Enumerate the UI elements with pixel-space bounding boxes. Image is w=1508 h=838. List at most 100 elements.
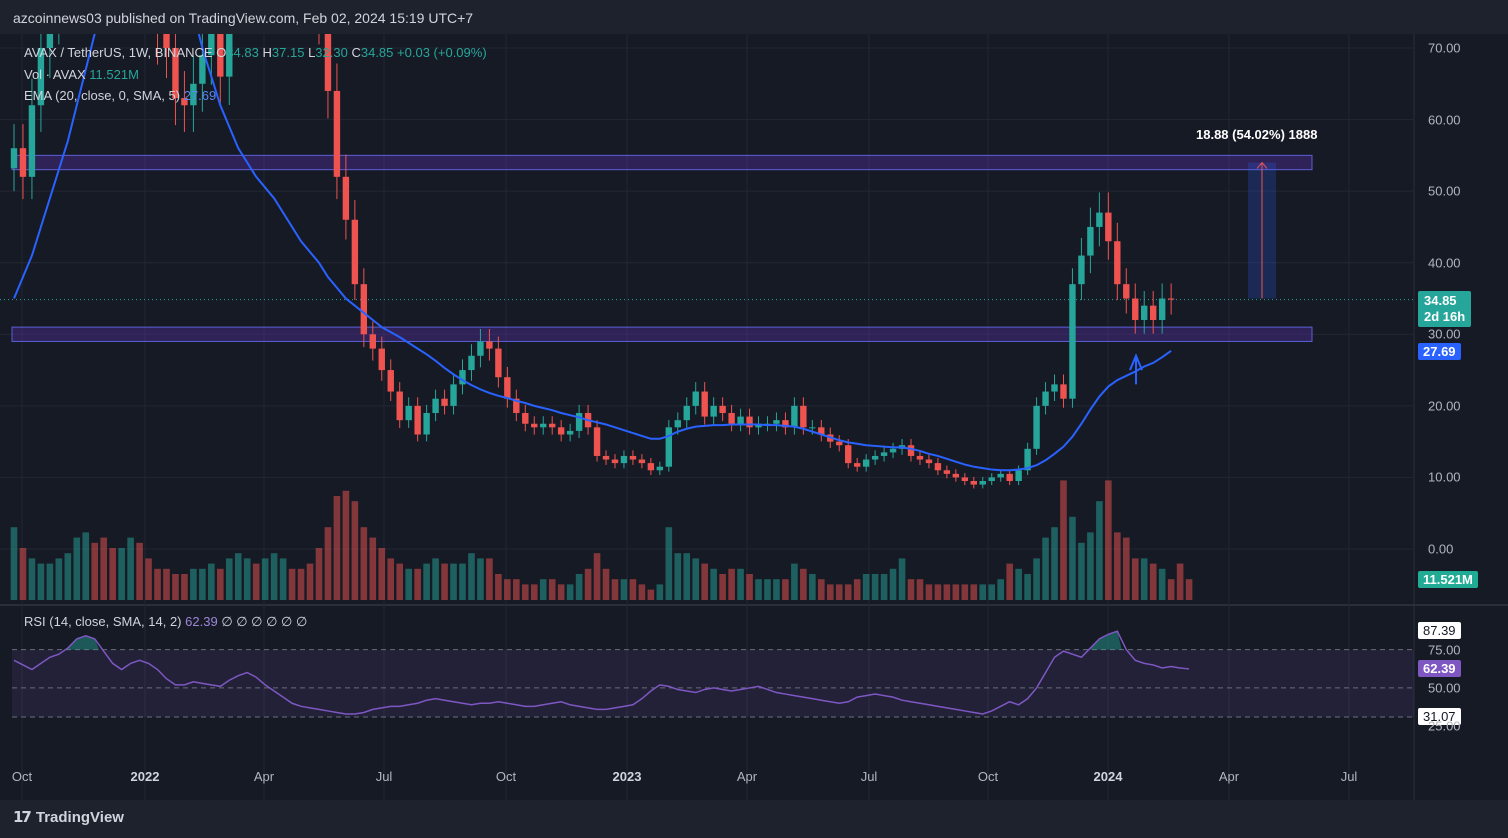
candle-body xyxy=(1114,241,1121,285)
candle-body xyxy=(853,463,861,467)
candle-body xyxy=(217,34,224,77)
volume-bar xyxy=(665,527,673,600)
volume-bar xyxy=(719,574,726,600)
time-tick-label: 2024 xyxy=(1093,769,1123,784)
candle-body xyxy=(1060,384,1067,399)
candle-body xyxy=(396,391,403,421)
volume-bar xyxy=(979,584,987,600)
rsi-tick-label: 25.00 xyxy=(1428,718,1461,734)
candle-body xyxy=(755,423,762,428)
candle-body xyxy=(719,405,726,414)
volume-bar xyxy=(737,568,744,600)
price-tick-label: 50.00 xyxy=(1428,183,1461,199)
volume-bar xyxy=(710,568,717,600)
candle-body xyxy=(862,459,870,467)
volume-bar xyxy=(584,568,592,600)
legend-c-value: 34.85 xyxy=(360,45,394,60)
time-tick-label: 2022 xyxy=(130,769,160,784)
candle-body xyxy=(647,463,655,471)
publisher-line: azcoinnews03 published on TradingView.co… xyxy=(13,10,474,26)
price-tag-countdown: 2d 16h xyxy=(1424,309,1466,324)
time-tick-label: Jul xyxy=(1340,769,1358,784)
volume-bar xyxy=(441,563,448,600)
candle-body xyxy=(199,55,206,84)
ema-line xyxy=(13,34,1172,472)
candle-body xyxy=(163,34,170,48)
rsi-tick-label: 50.00 xyxy=(1428,680,1461,696)
candle-body xyxy=(925,459,933,464)
volume-bar xyxy=(217,568,224,600)
volume-bar xyxy=(504,579,511,600)
measure-label: 18.88 (54.02%) 1888 xyxy=(1196,127,1318,142)
volume-bar xyxy=(279,558,287,600)
candle-body xyxy=(746,416,753,428)
candle-body xyxy=(1105,212,1112,242)
candle-body xyxy=(728,413,735,424)
volume-bar xyxy=(405,568,412,600)
candle-body xyxy=(190,83,197,106)
candle-body xyxy=(889,448,897,453)
candle-body xyxy=(1042,391,1049,406)
volume-bar xyxy=(1078,542,1085,600)
candle-body xyxy=(495,348,502,378)
volume-bar xyxy=(755,579,762,600)
candle-body xyxy=(611,459,619,464)
candle-body xyxy=(1149,305,1157,320)
volume-bar xyxy=(1131,558,1139,600)
volume-bar xyxy=(611,579,619,600)
legend-l-label: L xyxy=(308,45,316,60)
legend-rsi-extra: ∅ ∅ ∅ ∅ ∅ ∅ xyxy=(221,614,308,629)
volume-bar xyxy=(172,574,179,600)
ema-tag: 27.69 xyxy=(1418,343,1461,360)
volume-bar xyxy=(495,574,502,600)
rsi-tick-label: 75.00 xyxy=(1428,642,1461,658)
candle-body xyxy=(916,455,924,460)
rsi-band xyxy=(12,649,1414,717)
volume-bar xyxy=(728,568,735,600)
volume-bar xyxy=(835,584,843,600)
volume-bar xyxy=(477,558,484,600)
volume-bar xyxy=(243,558,251,600)
volume-bar xyxy=(1105,480,1112,600)
volume-bar xyxy=(656,584,664,600)
volume-bar xyxy=(844,584,852,600)
tradingview-logo[interactable]: 17 TradingView xyxy=(13,808,124,826)
legend-volume-value: 11.521M xyxy=(89,67,139,82)
candle-body xyxy=(934,463,942,471)
tradingview-logo-text: TradingView xyxy=(35,809,124,826)
rsi-tick-label: 62.39 xyxy=(1418,659,1461,677)
volume-bar xyxy=(557,584,565,600)
volume-bar xyxy=(100,537,107,600)
volume-bar xyxy=(127,537,134,600)
candle-body xyxy=(1051,384,1058,392)
volume-bar xyxy=(37,563,45,600)
volume-bar xyxy=(800,568,807,600)
volume-bar xyxy=(925,584,933,600)
volume-bar xyxy=(530,584,538,600)
volume-bar xyxy=(638,584,646,600)
price-tick-label: 70.00 xyxy=(1428,40,1461,56)
volume-bar xyxy=(997,579,1004,600)
volume-bar xyxy=(64,553,72,600)
candle-body xyxy=(782,420,789,428)
price-chart[interactable] xyxy=(0,34,1508,800)
price-tick-label: 60.00 xyxy=(1428,112,1461,128)
volume-bar xyxy=(145,558,152,600)
candle-body xyxy=(1024,448,1031,471)
volume-bar xyxy=(602,568,610,600)
volume-bar xyxy=(764,579,771,600)
volume-bar xyxy=(566,584,574,600)
volume-bar xyxy=(934,584,942,600)
candle-body xyxy=(1132,298,1139,320)
candle-body xyxy=(208,34,215,56)
candle-body xyxy=(1006,473,1013,482)
candle-body xyxy=(997,473,1004,478)
candle-body xyxy=(1123,284,1130,299)
rsi-line xyxy=(13,630,1190,715)
candle-body xyxy=(1096,212,1103,227)
volume-bar xyxy=(324,527,332,600)
price-tick-label: 20.00 xyxy=(1428,398,1461,414)
volume-bar xyxy=(432,558,439,600)
volume-tag: 11.521M xyxy=(1418,571,1478,588)
volume-bar xyxy=(342,490,350,600)
